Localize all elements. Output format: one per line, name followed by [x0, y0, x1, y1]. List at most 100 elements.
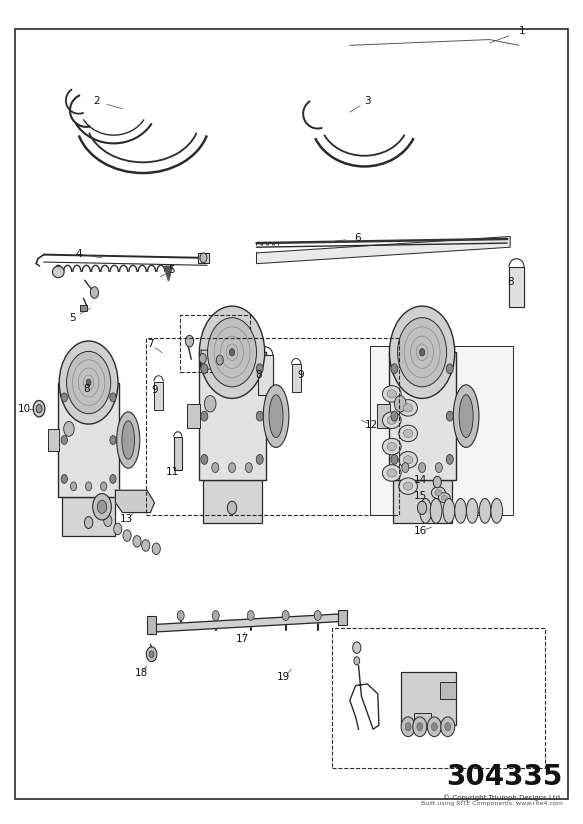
- Circle shape: [64, 422, 74, 437]
- Bar: [198, 253, 209, 263]
- Circle shape: [93, 494, 111, 520]
- Bar: [174, 437, 182, 470]
- Text: 3: 3: [364, 96, 371, 106]
- Polygon shape: [201, 350, 222, 369]
- Circle shape: [398, 318, 447, 387]
- Text: 19: 19: [278, 672, 290, 682]
- Ellipse shape: [382, 465, 401, 481]
- Circle shape: [257, 364, 263, 374]
- Bar: [48, 428, 59, 452]
- Ellipse shape: [122, 421, 135, 459]
- Text: 8: 8: [255, 370, 262, 380]
- Ellipse shape: [479, 499, 491, 523]
- Text: 17: 17: [236, 634, 248, 644]
- Ellipse shape: [387, 416, 396, 424]
- Ellipse shape: [403, 456, 413, 464]
- Circle shape: [420, 349, 424, 356]
- Circle shape: [212, 463, 219, 473]
- Circle shape: [66, 351, 111, 414]
- Ellipse shape: [438, 493, 450, 503]
- Circle shape: [114, 523, 122, 535]
- Circle shape: [419, 463, 426, 473]
- Circle shape: [104, 515, 112, 527]
- Circle shape: [257, 455, 263, 465]
- Circle shape: [90, 287, 99, 298]
- Ellipse shape: [420, 499, 431, 523]
- Ellipse shape: [403, 429, 413, 438]
- Bar: [440, 682, 456, 699]
- Text: 9: 9: [151, 385, 158, 395]
- Circle shape: [123, 530, 131, 541]
- Circle shape: [257, 411, 263, 421]
- Circle shape: [391, 411, 398, 421]
- Circle shape: [185, 335, 194, 347]
- Text: 9: 9: [297, 370, 304, 380]
- Circle shape: [110, 475, 116, 484]
- Text: 304335: 304335: [446, 763, 563, 791]
- Bar: [180, 315, 250, 372]
- Ellipse shape: [459, 395, 473, 438]
- Text: © Copyright Triumph Designs Ltd.: © Copyright Triumph Designs Ltd.: [443, 794, 563, 801]
- Circle shape: [61, 436, 68, 444]
- Text: 8: 8: [507, 277, 514, 287]
- Circle shape: [413, 717, 427, 737]
- Circle shape: [201, 364, 208, 374]
- Ellipse shape: [399, 400, 417, 416]
- Circle shape: [436, 463, 442, 473]
- Text: 10: 10: [18, 404, 31, 414]
- Text: 13: 13: [120, 514, 133, 524]
- Bar: [332, 628, 545, 768]
- Bar: [147, 616, 156, 634]
- Ellipse shape: [387, 469, 396, 477]
- Bar: [146, 338, 399, 515]
- Text: 11: 11: [166, 467, 178, 477]
- Text: 14: 14: [415, 475, 427, 485]
- Circle shape: [391, 455, 398, 465]
- Bar: [414, 713, 431, 729]
- Circle shape: [100, 482, 107, 491]
- Circle shape: [142, 540, 150, 551]
- Bar: [154, 382, 163, 410]
- Circle shape: [433, 476, 441, 488]
- Text: 2: 2: [93, 96, 100, 106]
- Circle shape: [391, 364, 398, 374]
- Ellipse shape: [435, 489, 442, 496]
- Circle shape: [389, 307, 455, 399]
- Ellipse shape: [455, 499, 466, 523]
- Circle shape: [245, 463, 252, 473]
- Text: 6: 6: [354, 233, 361, 243]
- Circle shape: [61, 393, 68, 402]
- Text: 7: 7: [147, 339, 154, 349]
- Bar: [392, 480, 452, 523]
- Circle shape: [152, 543, 160, 555]
- Text: 8: 8: [83, 384, 90, 394]
- Bar: [509, 267, 524, 307]
- Text: 12: 12: [365, 420, 378, 430]
- Bar: [62, 498, 115, 536]
- Ellipse shape: [269, 395, 283, 438]
- Circle shape: [282, 611, 289, 620]
- Circle shape: [199, 307, 265, 399]
- Circle shape: [230, 349, 234, 356]
- Circle shape: [205, 396, 216, 412]
- Circle shape: [314, 611, 321, 620]
- Bar: [86, 374, 101, 414]
- Circle shape: [405, 723, 411, 731]
- Bar: [338, 610, 347, 625]
- Circle shape: [431, 723, 437, 731]
- Bar: [187, 404, 200, 428]
- Circle shape: [212, 611, 219, 620]
- Circle shape: [229, 463, 236, 473]
- Ellipse shape: [117, 412, 140, 468]
- Bar: [258, 355, 273, 395]
- Ellipse shape: [430, 499, 442, 523]
- Polygon shape: [115, 490, 154, 513]
- Ellipse shape: [382, 386, 401, 402]
- Circle shape: [208, 318, 257, 387]
- Circle shape: [61, 475, 68, 484]
- Text: 1: 1: [518, 26, 525, 36]
- Text: 5: 5: [168, 265, 175, 275]
- Ellipse shape: [382, 438, 401, 455]
- Circle shape: [446, 411, 454, 421]
- Circle shape: [200, 253, 207, 263]
